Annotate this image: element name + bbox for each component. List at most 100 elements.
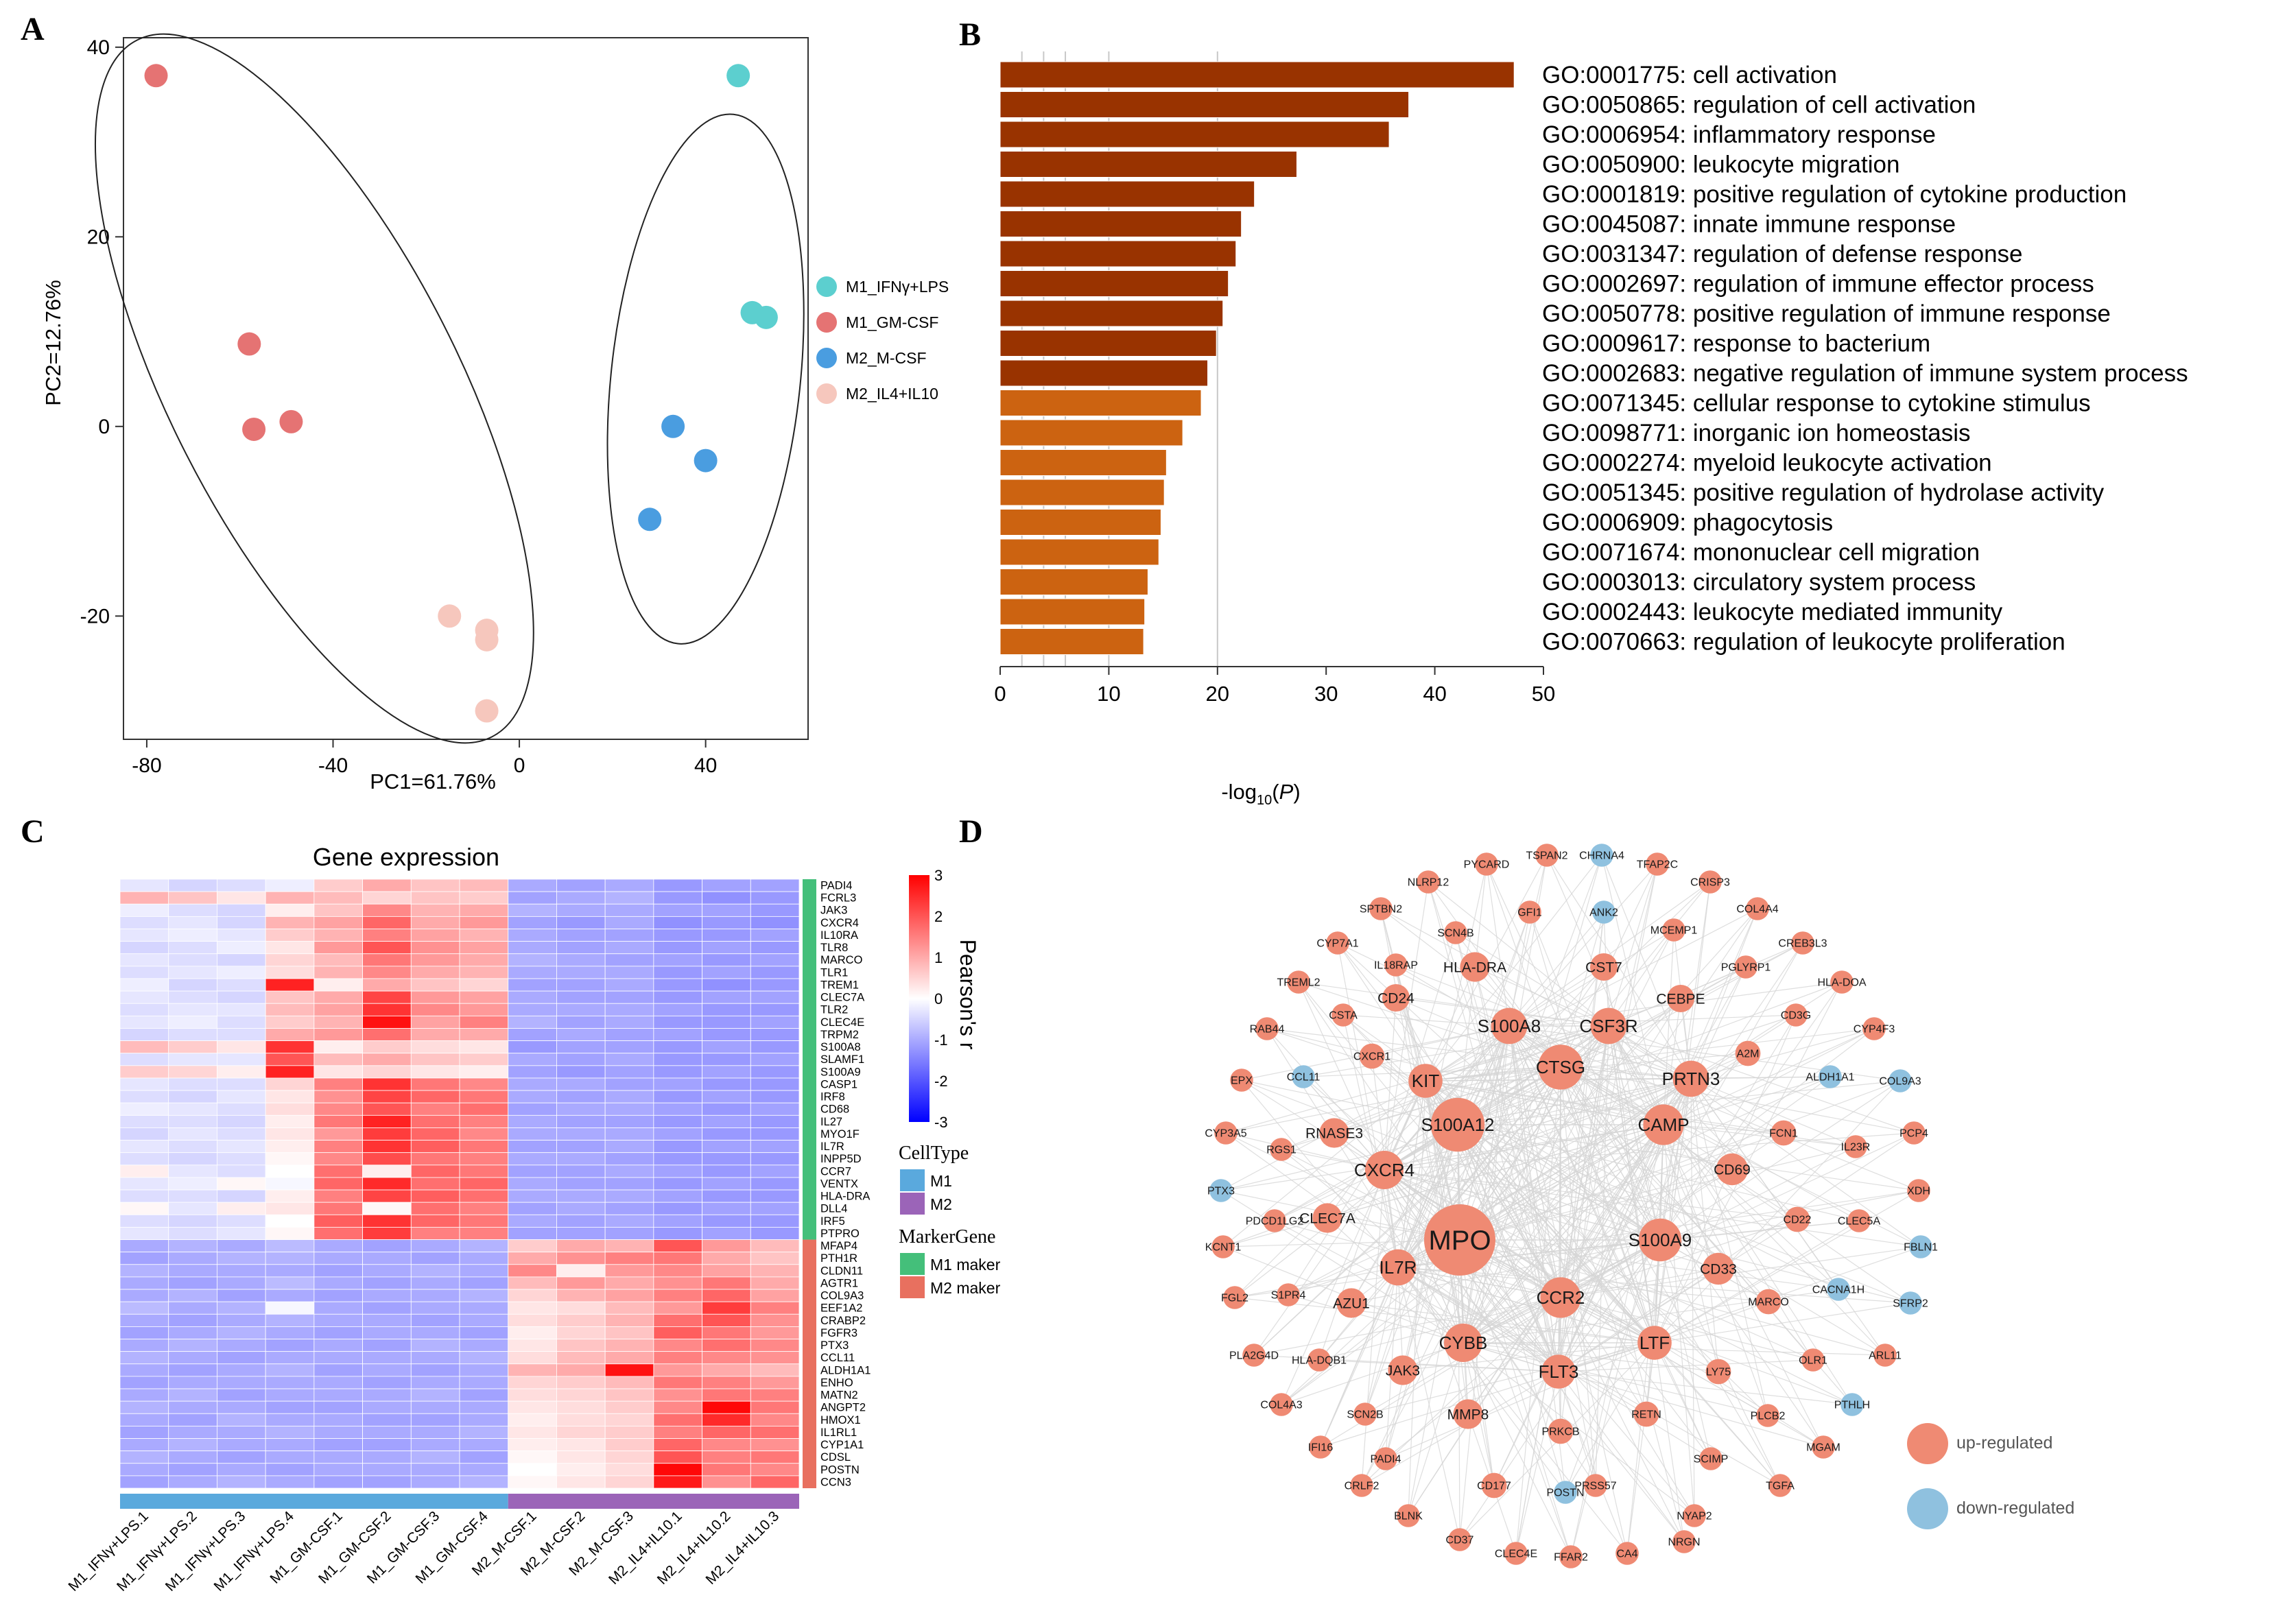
heatmap-cell xyxy=(702,1015,751,1029)
heatmap-cell xyxy=(604,1388,654,1402)
heatmap-cell xyxy=(265,1252,315,1265)
pca-y-tick-label: -20 xyxy=(80,605,110,628)
heatmap-cell xyxy=(410,1363,460,1377)
network-edge xyxy=(1408,1080,1426,1516)
heatmap-cell xyxy=(217,1202,266,1215)
heatmap-cell xyxy=(604,1189,654,1203)
heatmap-cell xyxy=(313,1090,363,1103)
heatmap-cell xyxy=(702,1376,751,1389)
heatmap-cell xyxy=(265,929,315,942)
heatmap-cell xyxy=(702,1301,751,1315)
network-node-label: HLA-DQB1 xyxy=(1292,1355,1347,1367)
network-node-label: CSTA xyxy=(1329,1010,1358,1022)
heatmap-cell xyxy=(702,1289,751,1302)
heatmap-cell xyxy=(653,966,702,979)
network-edge xyxy=(1220,1124,1664,1191)
heatmap-cell xyxy=(119,1463,169,1477)
network-node-circle xyxy=(1755,1289,1781,1315)
heatmap-cell xyxy=(653,1475,702,1489)
heatmap-cell xyxy=(556,1463,606,1477)
network-node: CAMP xyxy=(1637,1104,1690,1145)
network-node: RGS1 xyxy=(1266,1138,1297,1161)
heatmap-cell xyxy=(508,1077,557,1091)
heatmap-cell xyxy=(119,941,169,955)
heatmap-cell xyxy=(313,1202,363,1215)
network-edge xyxy=(1274,1169,1385,1221)
network-node-circle xyxy=(1277,1283,1300,1306)
go-axis-ticks: 0 10 20 30 40 50 xyxy=(994,666,1555,706)
heatmap-cell xyxy=(217,1028,266,1041)
heatmap-cell xyxy=(313,978,363,992)
network-node: RNASE3 xyxy=(1305,1118,1363,1148)
network-node-circle xyxy=(1827,1278,1850,1301)
heatmap-cell xyxy=(750,1114,800,1128)
network-node: MMP8 xyxy=(1447,1399,1489,1429)
heatmap-cell xyxy=(702,1214,751,1228)
heatmap-cell xyxy=(410,916,460,929)
heatmap-cell xyxy=(459,1040,509,1054)
heatmap-row-label: VENTX xyxy=(820,1178,858,1190)
network-edge xyxy=(1298,981,1609,1027)
heatmap-cell xyxy=(217,1413,266,1426)
heatmap-cell xyxy=(265,1388,315,1402)
heatmap-cell xyxy=(265,1165,315,1178)
network-node: XDH xyxy=(1907,1179,1930,1202)
network-node-label: CRISP3 xyxy=(1690,877,1730,889)
network-node-circle xyxy=(1819,1065,1842,1088)
heatmap-cell xyxy=(604,1028,654,1041)
heatmap-cell xyxy=(653,1388,702,1402)
heatmap-cell xyxy=(119,903,169,917)
pca-legend-swatch xyxy=(816,276,837,297)
heatmap-cell xyxy=(119,978,169,992)
pca-x-tick-label: -80 xyxy=(132,754,161,777)
heatmap-cell xyxy=(556,1140,606,1154)
heatmap-cell xyxy=(362,1028,412,1041)
heatmap-cell xyxy=(362,990,412,1004)
go-bar xyxy=(999,569,1148,595)
heatmap-cell xyxy=(410,1015,460,1029)
network-node-label: NLRP12 xyxy=(1408,877,1449,889)
network-node: CLEC7A xyxy=(1299,1203,1355,1233)
network-node-circle xyxy=(1424,1204,1495,1276)
heatmap-cell xyxy=(702,1276,751,1290)
heatmap-cell xyxy=(313,1400,363,1414)
heatmap-cell xyxy=(119,1252,169,1265)
heatmap-cell xyxy=(362,1177,412,1191)
network-node-circle xyxy=(1397,1504,1420,1527)
heatmap-cell xyxy=(217,1376,266,1389)
network-node: SCN4B xyxy=(1437,921,1474,944)
network-edge xyxy=(1659,981,1843,1241)
heatmap-cell xyxy=(362,1189,412,1203)
network-node: HLA-DOA xyxy=(1817,970,1867,994)
heatmap-cell xyxy=(750,1202,800,1215)
heatmap-cell xyxy=(604,1425,654,1439)
heatmap-cell xyxy=(702,1040,751,1054)
heatmap-cell xyxy=(604,1015,654,1029)
network-edge xyxy=(1320,1267,1399,1448)
network-edge xyxy=(1457,1124,1566,1493)
network-node-label: CD37 xyxy=(1446,1535,1474,1547)
network-node-label: SFRP2 xyxy=(1893,1298,1928,1310)
heatmap-cell xyxy=(556,1040,606,1054)
heatmap-cell xyxy=(653,1127,702,1141)
network-node: KCNT1 xyxy=(1205,1235,1241,1258)
network-node-circle xyxy=(1716,1153,1749,1186)
heatmap-cell xyxy=(362,1289,412,1302)
marker-legend-title: MarkerGene xyxy=(899,1226,995,1247)
network-node-circle xyxy=(1353,1402,1377,1426)
heatmap-cell xyxy=(265,1090,315,1103)
heatmap-cell xyxy=(217,1326,266,1339)
heatmap-row-label: SLAMF1 xyxy=(820,1053,864,1066)
colorbar-tick-label: 1 xyxy=(934,949,943,966)
network-edge xyxy=(1560,911,1605,1068)
heatmap-cell xyxy=(702,1177,751,1191)
heatmap-cell xyxy=(119,1127,169,1141)
network-edge xyxy=(1457,1014,1797,1125)
heatmap-row-label: IL10RA xyxy=(820,929,858,942)
heatmap-cell xyxy=(119,990,169,1004)
heatmap-cell xyxy=(702,1239,751,1253)
network-node-circle xyxy=(1460,952,1490,982)
heatmap-cell xyxy=(508,1239,557,1253)
heatmap-cells xyxy=(119,879,800,1489)
network-node-label: CLEC4E xyxy=(1495,1549,1537,1560)
